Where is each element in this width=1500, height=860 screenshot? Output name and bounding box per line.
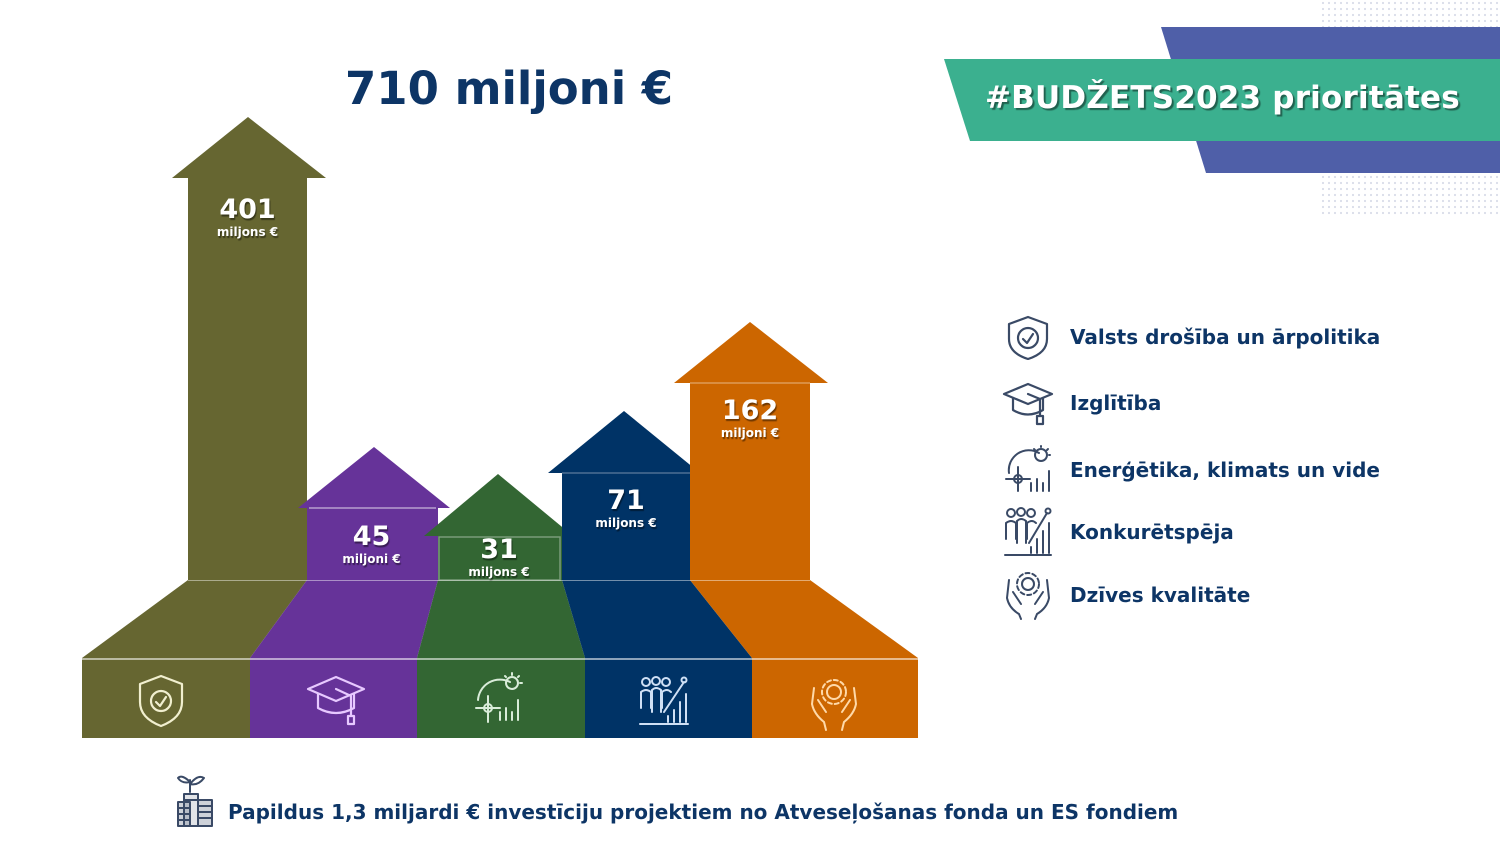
value-number: 45 (352, 521, 391, 552)
banner-hashtag: #BUDŽETS2023 prioritātes (985, 80, 1460, 116)
legend-item-competitiveness: Konkurētspēja (1002, 507, 1234, 557)
base-competitiveness (585, 658, 752, 738)
energy-climate-icon (1002, 445, 1054, 495)
footer-note: Papildus 1,3 miljardi € investīciju proj… (176, 770, 1178, 832)
value-unit: miljons € (595, 516, 657, 530)
banner-green-band (944, 59, 1500, 141)
value-number: 31 (480, 534, 518, 565)
legend-label: Konkurētspēja (1070, 520, 1234, 544)
energy-climate-icon (475, 672, 523, 723)
bar-energy (438, 536, 562, 580)
plant-coins-icon (176, 770, 218, 832)
legend-item-quality: Dzīves kvalitāte (1002, 570, 1250, 620)
hands-gear-icon (810, 679, 858, 731)
ramp-energy (417, 580, 585, 658)
legend-item-energy: Enerģētika, klimats un vide (1002, 445, 1380, 495)
hands-gear-icon (1002, 570, 1054, 620)
value-label-quality: 162 miljoni € (690, 395, 810, 441)
arrowhead-security (172, 117, 326, 178)
total-amount-title: 710 miljoni € (345, 62, 674, 115)
growth-people-icon (1002, 507, 1054, 557)
bar-competitiveness (562, 473, 690, 580)
value-unit: miljoni € (342, 552, 401, 566)
ramp-education (250, 580, 438, 658)
legend-item-security: Valsts drošība un ārpolitika (1002, 312, 1380, 362)
base-energy (417, 658, 585, 738)
value-unit: miljoni € (720, 426, 780, 440)
value-unit: miljons € (216, 225, 279, 239)
shield-check-icon (1002, 312, 1054, 362)
legend-item-education: Izglītība (1002, 378, 1161, 428)
graduation-cap-icon (1002, 378, 1054, 428)
bar-security (188, 178, 307, 580)
value-number: 162 (721, 395, 779, 426)
arrowhead-competitiveness (548, 411, 700, 473)
bar-education (307, 508, 438, 580)
footer-text: Papildus 1,3 miljardi € investīciju proj… (228, 800, 1179, 824)
value-unit: miljons € (468, 565, 530, 579)
legend-label: Enerģētika, klimats un vide (1070, 458, 1380, 482)
bar-quality (690, 383, 810, 580)
legend-label: Dzīves kvalitāte (1070, 583, 1251, 607)
value-number: 71 (607, 485, 645, 516)
value-label-energy: 31 miljons € (438, 534, 560, 580)
value-number: 401 (219, 194, 276, 225)
legend-label: Izglītība (1070, 391, 1162, 415)
base-education (250, 658, 417, 738)
ramp-quality (690, 580, 918, 658)
arrowhead-energy (424, 474, 573, 536)
shield-check-icon (138, 674, 184, 728)
value-label-security: 401 miljons € (188, 194, 307, 240)
arrowhead-quality (674, 322, 828, 383)
arrowhead-education (298, 447, 450, 508)
graduation-cap-icon (306, 675, 366, 726)
growth-people-icon (639, 676, 689, 725)
value-label-competitiveness: 71 miljons € (562, 485, 690, 531)
value-label-education: 45 miljoni € (307, 521, 436, 567)
legend-label: Valsts drošība un ārpolitika (1070, 325, 1381, 349)
ramp-competitiveness (562, 580, 752, 658)
ramp-security (82, 580, 307, 658)
